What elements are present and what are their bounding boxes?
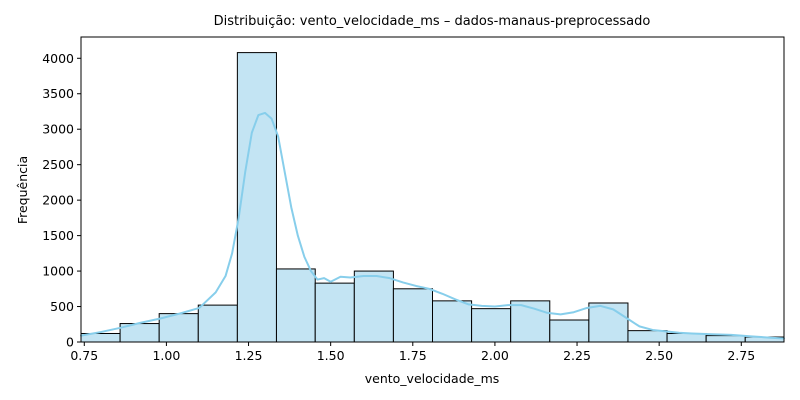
histogram-bar [353,270,394,343]
x-tick-label: 1.75 [399,348,427,363]
plot-frame [80,36,785,343]
y-tick-label: 3000 [42,122,74,137]
kde-curve [80,111,785,340]
y-tick-label: 0 [66,335,74,350]
x-tick-label: 2.00 [481,348,509,363]
x-tick-label: 2.50 [645,348,673,363]
histogram-bar [236,52,277,343]
y-tick-label: 1500 [42,228,74,243]
histogram-bar [392,288,434,343]
chart-title: Distribuição: vento_velocidade_ms – dado… [214,14,651,29]
histogram-bar [549,319,590,343]
x-tick-label: 1.50 [317,348,345,363]
y-axis-label: Frequência [15,156,30,224]
histogram-bar [705,335,746,343]
y-tick-label: 2500 [42,157,74,172]
histogram-bar [197,304,238,343]
x-tick-label: 2.25 [563,348,591,363]
y-tick-label: 1000 [42,264,74,279]
x-axis-label: vento_velocidade_ms [365,371,500,386]
x-tick-label: 1.00 [152,348,180,363]
x-tick-label: 1.25 [235,348,263,363]
x-axis-ticks: 0.75 1.00 1.25 1.50 1.75 2.00 2.25 2.50 2.75 [70,342,755,363]
y-axis-ticks: 0 500 1000 1500 2000 2500 3000 3500 4000 [42,51,81,350]
histogram-bar [627,330,668,343]
y-tick-label: 4000 [42,51,74,66]
bars-layer [80,52,785,343]
y-tick-label: 3500 [42,86,74,101]
histogram-bar [275,268,316,343]
y-tick-label: 500 [50,299,74,314]
histogram-bar [314,282,355,343]
x-tick-label: 2.75 [727,348,755,363]
histogram-bar [471,308,512,343]
y-tick-label: 2000 [42,193,74,208]
x-tick-label: 0.75 [70,348,98,363]
histogram-bar [432,300,473,343]
